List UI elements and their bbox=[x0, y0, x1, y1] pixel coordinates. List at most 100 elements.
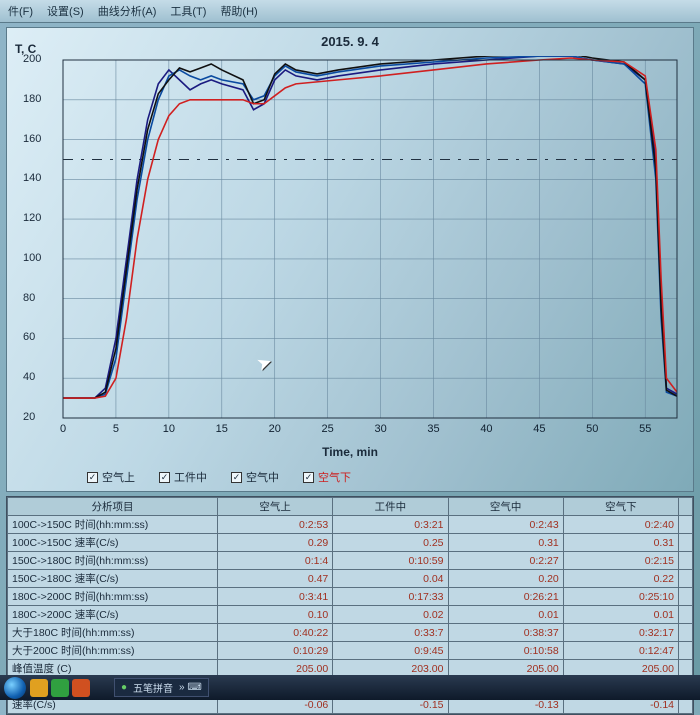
cell-value: 0.31 bbox=[448, 534, 563, 552]
start-button[interactable] bbox=[4, 677, 26, 699]
svg-text:30: 30 bbox=[374, 423, 386, 435]
svg-text:25: 25 bbox=[322, 423, 334, 435]
cell-value: 0:10:58 bbox=[448, 642, 563, 660]
svg-text:20: 20 bbox=[269, 423, 281, 435]
legend-label: 工件中 bbox=[174, 469, 207, 485]
cell-value: 0.10 bbox=[218, 606, 333, 624]
y-tick-label: 180 bbox=[23, 93, 41, 105]
y-tick-label: 160 bbox=[23, 133, 41, 145]
row-label: 大于200C 时间(hh:mm:ss) bbox=[8, 642, 218, 660]
cell-value: 0:2:43 bbox=[448, 516, 563, 534]
y-tick-label: 20 bbox=[23, 411, 35, 423]
chart-panel: T, C 2015. 9. 4 0510152025303540455055 T… bbox=[6, 27, 694, 492]
ime-indicator[interactable]: ● 五笔拼音 » ⌨ bbox=[114, 678, 209, 697]
table-header: 空气下 bbox=[563, 498, 678, 516]
cell-value: 0.04 bbox=[333, 570, 448, 588]
checkbox-icon[interactable]: ✓ bbox=[87, 472, 98, 483]
checkbox-icon[interactable]: ✓ bbox=[159, 472, 170, 483]
cell-value: 0.22 bbox=[563, 570, 678, 588]
cell-value: 0:1:4 bbox=[218, 552, 333, 570]
svg-text:15: 15 bbox=[216, 423, 228, 435]
cell-value: 0:3:41 bbox=[218, 588, 333, 606]
table-row: 大于180C 时间(hh:mm:ss)0:40:220:33:70:38:370… bbox=[8, 624, 693, 642]
table-row: 180C->200C 时间(hh:mm:ss)0:3:410:17:330:26… bbox=[8, 588, 693, 606]
cell-value: 0:12:47 bbox=[563, 642, 678, 660]
cell-value: 0.31 bbox=[563, 534, 678, 552]
chart-plot: 0510152025303540455055 bbox=[53, 56, 683, 444]
cell-value: 0.01 bbox=[448, 606, 563, 624]
svg-text:50: 50 bbox=[586, 423, 598, 435]
menu-item[interactable]: 工具(T) bbox=[170, 3, 206, 19]
row-label: 100C->150C 速率(C/s) bbox=[8, 534, 218, 552]
cell-value: 0:25:10 bbox=[563, 588, 678, 606]
menu-item[interactable]: 曲线分析(A) bbox=[98, 3, 157, 19]
legend-label: 空气中 bbox=[246, 469, 279, 485]
y-tick-label: 80 bbox=[23, 292, 35, 304]
cell-value: 0:2:40 bbox=[563, 516, 678, 534]
cell-value: 0:2:53 bbox=[218, 516, 333, 534]
row-label: 100C->150C 时间(hh:mm:ss) bbox=[8, 516, 218, 534]
table-row: 150C->180C 速率(C/s)0.470.040.200.22 bbox=[8, 570, 693, 588]
legend-item[interactable]: ✓ 空气中 bbox=[231, 469, 279, 485]
table-header: 工件中 bbox=[333, 498, 448, 516]
svg-text:10: 10 bbox=[163, 423, 175, 435]
y-tick-label: 100 bbox=[23, 252, 41, 264]
svg-text:35: 35 bbox=[427, 423, 439, 435]
x-axis-label: Time, min bbox=[322, 445, 378, 459]
table-header: 空气中 bbox=[448, 498, 563, 516]
cell-value: 0:38:37 bbox=[448, 624, 563, 642]
y-tick-label: 40 bbox=[23, 371, 35, 383]
checkbox-icon[interactable]: ✓ bbox=[231, 472, 242, 483]
svg-text:40: 40 bbox=[480, 423, 492, 435]
cell-value: 0:40:22 bbox=[218, 624, 333, 642]
cell-value: 0.25 bbox=[333, 534, 448, 552]
row-label: 180C->200C 时间(hh:mm:ss) bbox=[8, 588, 218, 606]
cell-value: 0:9:45 bbox=[333, 642, 448, 660]
row-label: 150C->180C 时间(hh:mm:ss) bbox=[8, 552, 218, 570]
table-header: 空气上 bbox=[218, 498, 333, 516]
menu-item[interactable]: 设置(S) bbox=[47, 3, 84, 19]
taskbar-app-icon[interactable] bbox=[72, 679, 90, 697]
y-tick-label: 120 bbox=[23, 212, 41, 224]
table-row: 大于200C 时间(hh:mm:ss)0:10:290:9:450:10:580… bbox=[8, 642, 693, 660]
cell-value: 0.47 bbox=[218, 570, 333, 588]
legend-item[interactable]: ✓ 空气上 bbox=[87, 469, 135, 485]
legend-item[interactable]: ✓ 空气下 bbox=[303, 469, 351, 485]
cell-value: 0:2:15 bbox=[563, 552, 678, 570]
table-row: 150C->180C 时间(hh:mm:ss)0:1:40:10:590:2:2… bbox=[8, 552, 693, 570]
table-header: 分析项目 bbox=[8, 498, 218, 516]
cell-value: 0:26:21 bbox=[448, 588, 563, 606]
cell-value: 0:2:27 bbox=[448, 552, 563, 570]
cell-value: 0:10:59 bbox=[333, 552, 448, 570]
checkbox-icon[interactable]: ✓ bbox=[303, 472, 314, 483]
legend-label: 空气下 bbox=[318, 469, 351, 485]
taskbar-app-icon[interactable] bbox=[51, 679, 69, 697]
legend-item[interactable]: ✓ 工件中 bbox=[159, 469, 207, 485]
table-row: 180C->200C 速率(C/s)0.100.020.010.01 bbox=[8, 606, 693, 624]
row-label: 180C->200C 速率(C/s) bbox=[8, 606, 218, 624]
cell-value: 0:33:7 bbox=[333, 624, 448, 642]
cell-value: 0:10:29 bbox=[218, 642, 333, 660]
chart-title: 2015. 9. 4 bbox=[321, 34, 379, 49]
menu-item[interactable]: 帮助(H) bbox=[220, 3, 257, 19]
menu-item[interactable]: 件(F) bbox=[8, 3, 33, 19]
cell-value: 0.20 bbox=[448, 570, 563, 588]
cell-value: 0:3:21 bbox=[333, 516, 448, 534]
svg-text:0: 0 bbox=[60, 423, 66, 435]
svg-text:5: 5 bbox=[113, 423, 119, 435]
y-tick-label: 200 bbox=[23, 53, 41, 65]
menu-bar: 件(F) 设置(S) 曲线分析(A) 工具(T) 帮助(H) bbox=[0, 0, 700, 23]
row-label: 大于180C 时间(hh:mm:ss) bbox=[8, 624, 218, 642]
taskbar-app-icon[interactable] bbox=[30, 679, 48, 697]
cell-value: 0:32:17 bbox=[563, 624, 678, 642]
legend-label: 空气上 bbox=[102, 469, 135, 485]
ime-label: 五笔拼音 bbox=[133, 680, 173, 695]
cell-value: 0:17:33 bbox=[333, 588, 448, 606]
legend: ✓ 空气上 ✓ 工件中 ✓ 空气中 ✓ 空气下 bbox=[87, 469, 673, 485]
cell-value: 0.01 bbox=[563, 606, 678, 624]
cell-value: 0.29 bbox=[218, 534, 333, 552]
table-row: 100C->150C 速率(C/s)0.290.250.310.31 bbox=[8, 534, 693, 552]
row-label: 150C->180C 速率(C/s) bbox=[8, 570, 218, 588]
table-row: 100C->150C 时间(hh:mm:ss)0:2:530:3:210:2:4… bbox=[8, 516, 693, 534]
cell-value: 0.02 bbox=[333, 606, 448, 624]
